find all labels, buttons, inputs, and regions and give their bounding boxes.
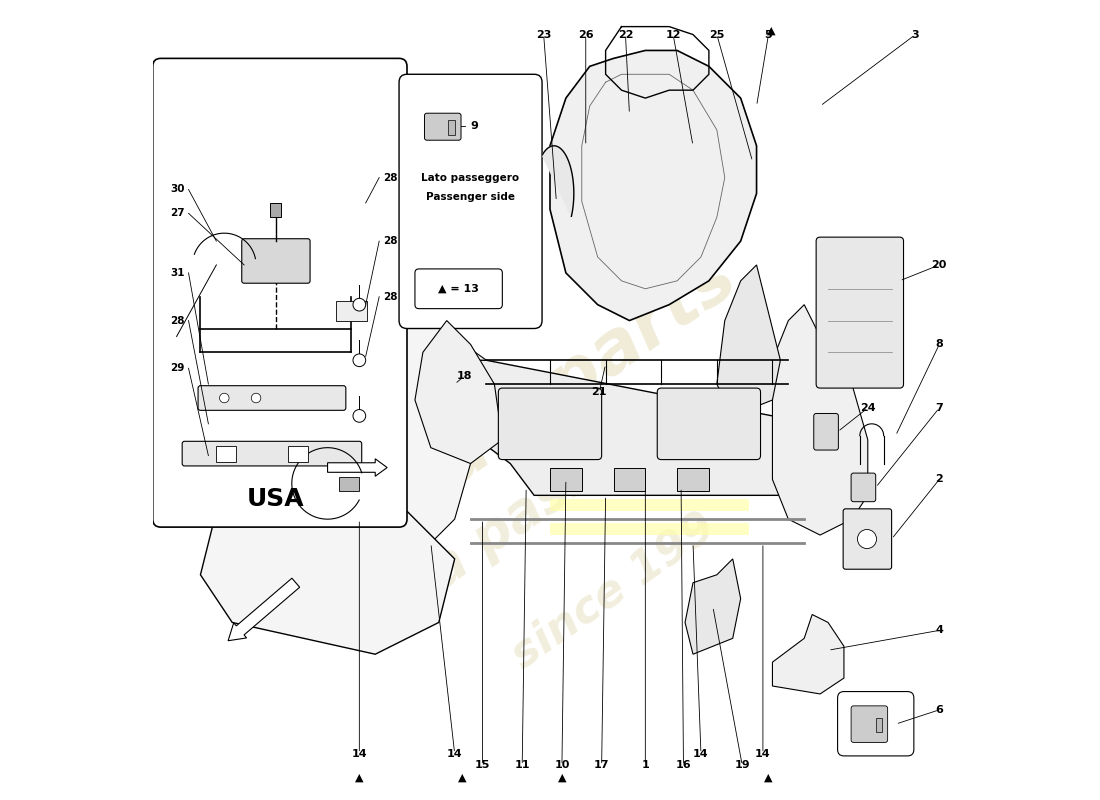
- Text: a passion: a passion: [419, 393, 681, 598]
- Text: 1: 1: [641, 761, 649, 770]
- Text: 3: 3: [912, 30, 920, 39]
- FancyBboxPatch shape: [844, 509, 892, 570]
- Text: 24: 24: [860, 403, 876, 413]
- Text: 11: 11: [515, 761, 530, 770]
- Bar: [876, 718, 882, 732]
- FancyBboxPatch shape: [658, 388, 760, 459]
- Text: 7: 7: [935, 403, 943, 413]
- FancyBboxPatch shape: [425, 114, 461, 140]
- FancyArrow shape: [328, 458, 387, 476]
- Text: 30: 30: [170, 185, 185, 194]
- Text: 9: 9: [471, 121, 478, 131]
- Text: 20: 20: [932, 260, 947, 270]
- FancyBboxPatch shape: [851, 706, 888, 742]
- Text: europarts: europarts: [383, 242, 749, 527]
- Text: Lato passeggero: Lato passeggero: [421, 173, 519, 182]
- FancyBboxPatch shape: [814, 414, 838, 450]
- Text: 27: 27: [169, 208, 185, 218]
- Bar: [550, 523, 749, 535]
- Circle shape: [353, 410, 365, 422]
- Text: 4: 4: [935, 626, 943, 635]
- Circle shape: [353, 298, 365, 311]
- Polygon shape: [550, 50, 757, 321]
- Text: 19: 19: [735, 761, 750, 770]
- Text: USA: USA: [248, 487, 305, 511]
- FancyBboxPatch shape: [837, 691, 914, 756]
- Text: 6: 6: [935, 705, 943, 715]
- Text: 12: 12: [666, 30, 681, 39]
- Polygon shape: [685, 559, 740, 654]
- Text: 2: 2: [935, 474, 943, 485]
- Bar: [550, 499, 749, 511]
- Text: 16: 16: [675, 761, 691, 770]
- Bar: [288, 446, 308, 462]
- FancyBboxPatch shape: [399, 74, 542, 329]
- Text: 10: 10: [554, 761, 570, 770]
- Text: ▲: ▲: [558, 772, 566, 782]
- Text: 28: 28: [383, 236, 398, 246]
- Text: 17: 17: [594, 761, 609, 770]
- Text: ▲: ▲: [355, 772, 364, 782]
- Text: 25: 25: [710, 30, 725, 39]
- FancyArrow shape: [228, 578, 299, 641]
- FancyBboxPatch shape: [198, 386, 345, 410]
- Text: 8: 8: [935, 339, 943, 350]
- Text: 22: 22: [618, 30, 634, 39]
- Circle shape: [353, 354, 365, 366]
- Text: 14: 14: [447, 749, 462, 758]
- Bar: [336, 301, 367, 321]
- Polygon shape: [772, 614, 844, 694]
- Text: ▲ = 13: ▲ = 13: [438, 284, 480, 294]
- Text: Passenger side: Passenger side: [426, 193, 515, 202]
- FancyBboxPatch shape: [242, 238, 310, 283]
- Circle shape: [251, 394, 261, 402]
- Text: 5: 5: [764, 30, 772, 39]
- Text: 29: 29: [170, 363, 185, 374]
- Polygon shape: [772, 305, 868, 535]
- Bar: [271, 203, 282, 218]
- Polygon shape: [717, 265, 780, 416]
- Text: 28: 28: [170, 315, 185, 326]
- Text: 28: 28: [383, 173, 398, 182]
- Circle shape: [220, 394, 229, 402]
- Text: 28: 28: [383, 292, 398, 302]
- Bar: [550, 467, 582, 491]
- Polygon shape: [542, 146, 574, 216]
- Text: ▲: ▲: [459, 772, 466, 782]
- FancyBboxPatch shape: [153, 58, 407, 527]
- Bar: [678, 467, 708, 491]
- Text: 31: 31: [170, 268, 185, 278]
- Text: 14: 14: [693, 749, 708, 758]
- Text: 18: 18: [456, 371, 472, 381]
- Text: 21: 21: [592, 387, 607, 397]
- Polygon shape: [272, 226, 486, 543]
- Text: 14: 14: [755, 749, 771, 758]
- Text: 26: 26: [578, 30, 594, 39]
- FancyBboxPatch shape: [816, 237, 903, 388]
- FancyBboxPatch shape: [498, 388, 602, 459]
- Text: 14: 14: [352, 749, 367, 758]
- FancyBboxPatch shape: [183, 442, 362, 466]
- Bar: [340, 477, 360, 491]
- Text: ▲: ▲: [767, 26, 775, 35]
- Circle shape: [858, 530, 877, 549]
- Text: 23: 23: [536, 30, 551, 39]
- Text: 15: 15: [475, 761, 491, 770]
- Polygon shape: [447, 360, 804, 495]
- Bar: [449, 119, 454, 135]
- Polygon shape: [415, 321, 503, 463]
- Bar: [614, 467, 646, 491]
- Text: since 199: since 199: [504, 505, 724, 677]
- Bar: [217, 446, 236, 462]
- Text: ▲: ▲: [764, 772, 772, 782]
- Polygon shape: [200, 495, 454, 654]
- FancyBboxPatch shape: [415, 269, 503, 309]
- FancyBboxPatch shape: [851, 473, 876, 502]
